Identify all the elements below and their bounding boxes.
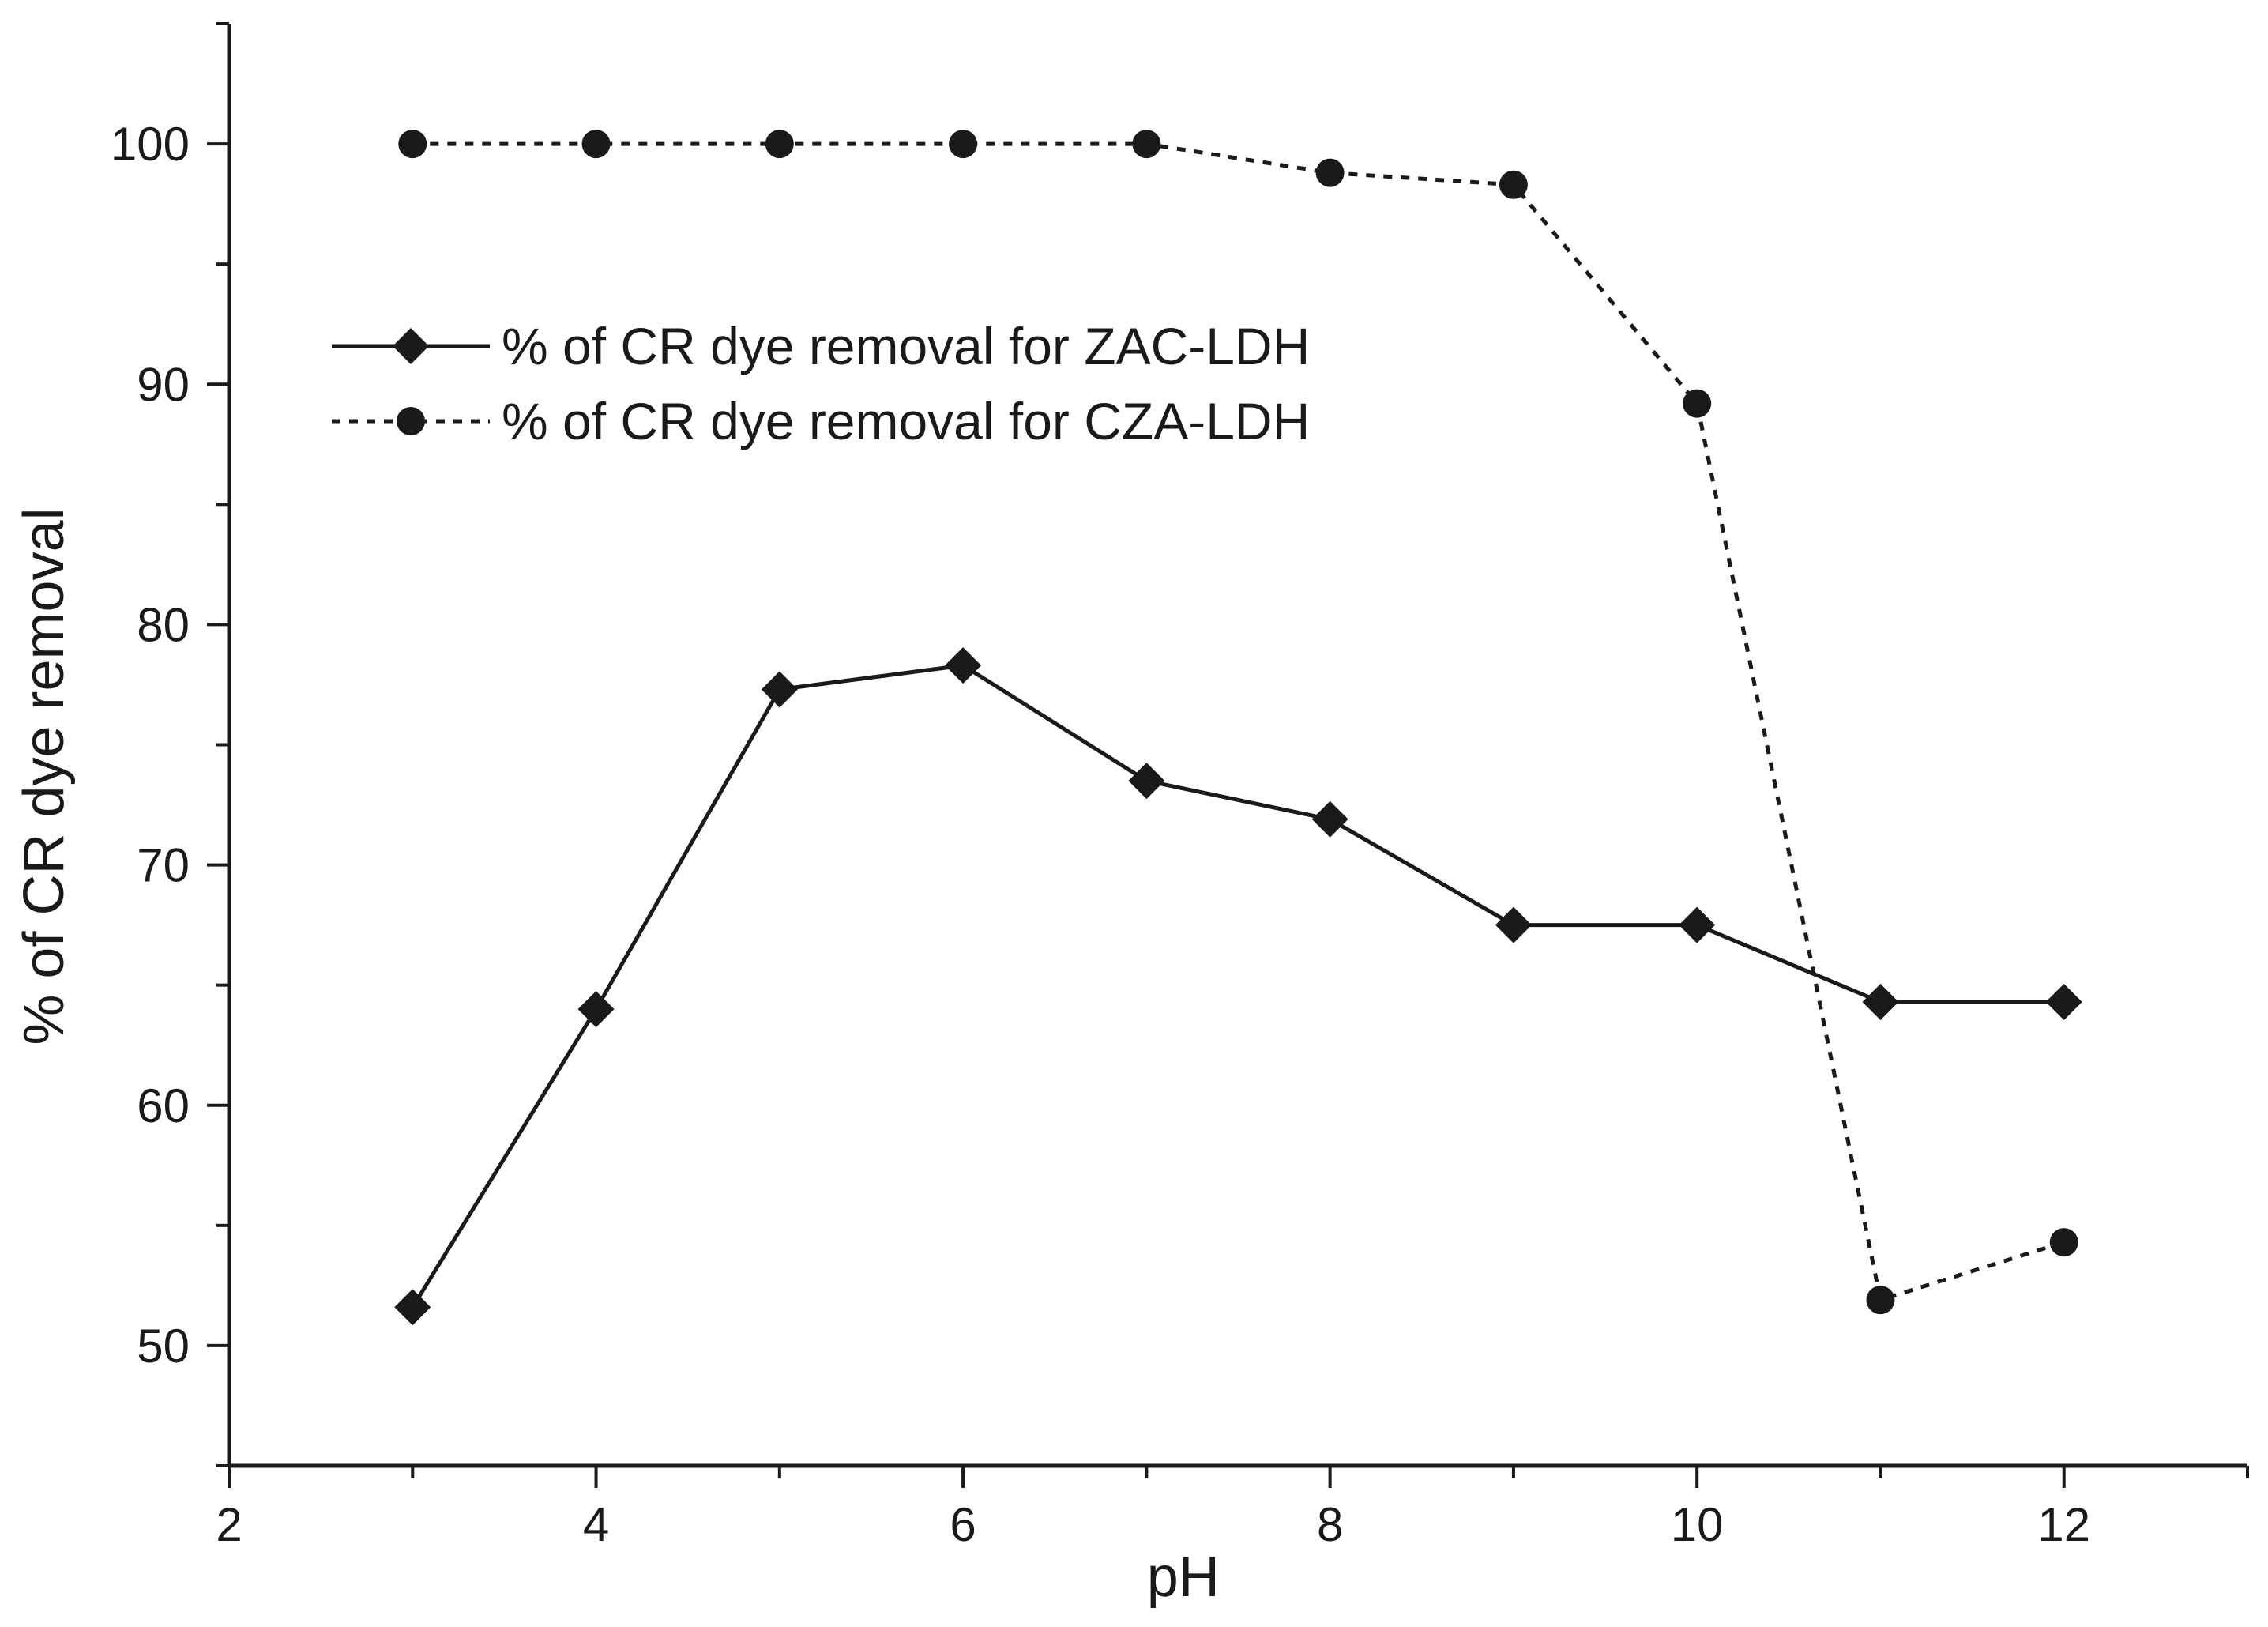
data-point xyxy=(1311,800,1348,838)
x-axis-title: pH xyxy=(1147,1546,1220,1609)
data-point xyxy=(1315,158,1345,187)
x-tick-label: 2 xyxy=(216,1498,242,1551)
data-point xyxy=(2049,1228,2078,1257)
series-1 xyxy=(394,647,2082,1326)
data-point xyxy=(394,1289,431,1326)
data-point xyxy=(1683,389,1712,418)
y-tick-label: 60 xyxy=(137,1079,190,1132)
legend-label: % of CR dye removal for CZA-LDH xyxy=(502,392,1310,450)
y-tick-label: 90 xyxy=(137,358,190,411)
series-layer xyxy=(394,130,2082,1326)
data-point xyxy=(581,130,611,159)
data-point xyxy=(945,647,982,684)
legend-marker xyxy=(393,328,429,364)
y-axis-title: % of CR dye removal xyxy=(13,507,76,1045)
legend-entry-1: % of CR dye removal for ZAC-LDH xyxy=(332,317,1310,375)
axes: 2 4 6 8 10 12 50 60 70 80 90 100 xyxy=(111,22,2249,1551)
data-point xyxy=(1495,906,1532,943)
series-line xyxy=(412,141,2065,1302)
x-tick-label: 4 xyxy=(583,1498,609,1551)
series-line xyxy=(411,663,2064,1309)
y-tick-label: 50 xyxy=(137,1320,190,1373)
legend-label: % of CR dye removal for ZAC-LDH xyxy=(502,317,1310,375)
data-point xyxy=(1132,130,1161,159)
data-point xyxy=(765,130,794,159)
legend-entry-2: % of CR dye removal for CZA-LDH xyxy=(332,392,1310,450)
data-point xyxy=(1866,1286,1895,1315)
data-point xyxy=(1679,906,1716,943)
x-tick-label: 8 xyxy=(1317,1498,1343,1551)
data-point xyxy=(761,671,798,708)
data-point xyxy=(1128,763,1165,800)
x-tick-label: 6 xyxy=(950,1498,976,1551)
x-tick-label: 12 xyxy=(2037,1498,2090,1551)
data-point xyxy=(2045,983,2082,1020)
data-point xyxy=(1862,983,1899,1020)
data-point xyxy=(1499,170,1528,199)
data-point xyxy=(398,130,427,159)
series-2 xyxy=(398,130,2078,1315)
y-tick-label: 100 xyxy=(111,118,190,171)
legend: % of CR dye removal for ZAC-LDH % of CR d… xyxy=(332,317,1310,450)
y-tick-label: 70 xyxy=(137,839,190,892)
legend-marker xyxy=(397,407,425,435)
data-point xyxy=(577,991,615,1028)
data-point xyxy=(949,130,978,159)
x-tick-label: 10 xyxy=(1671,1498,1724,1551)
y-tick-label: 80 xyxy=(137,598,190,651)
